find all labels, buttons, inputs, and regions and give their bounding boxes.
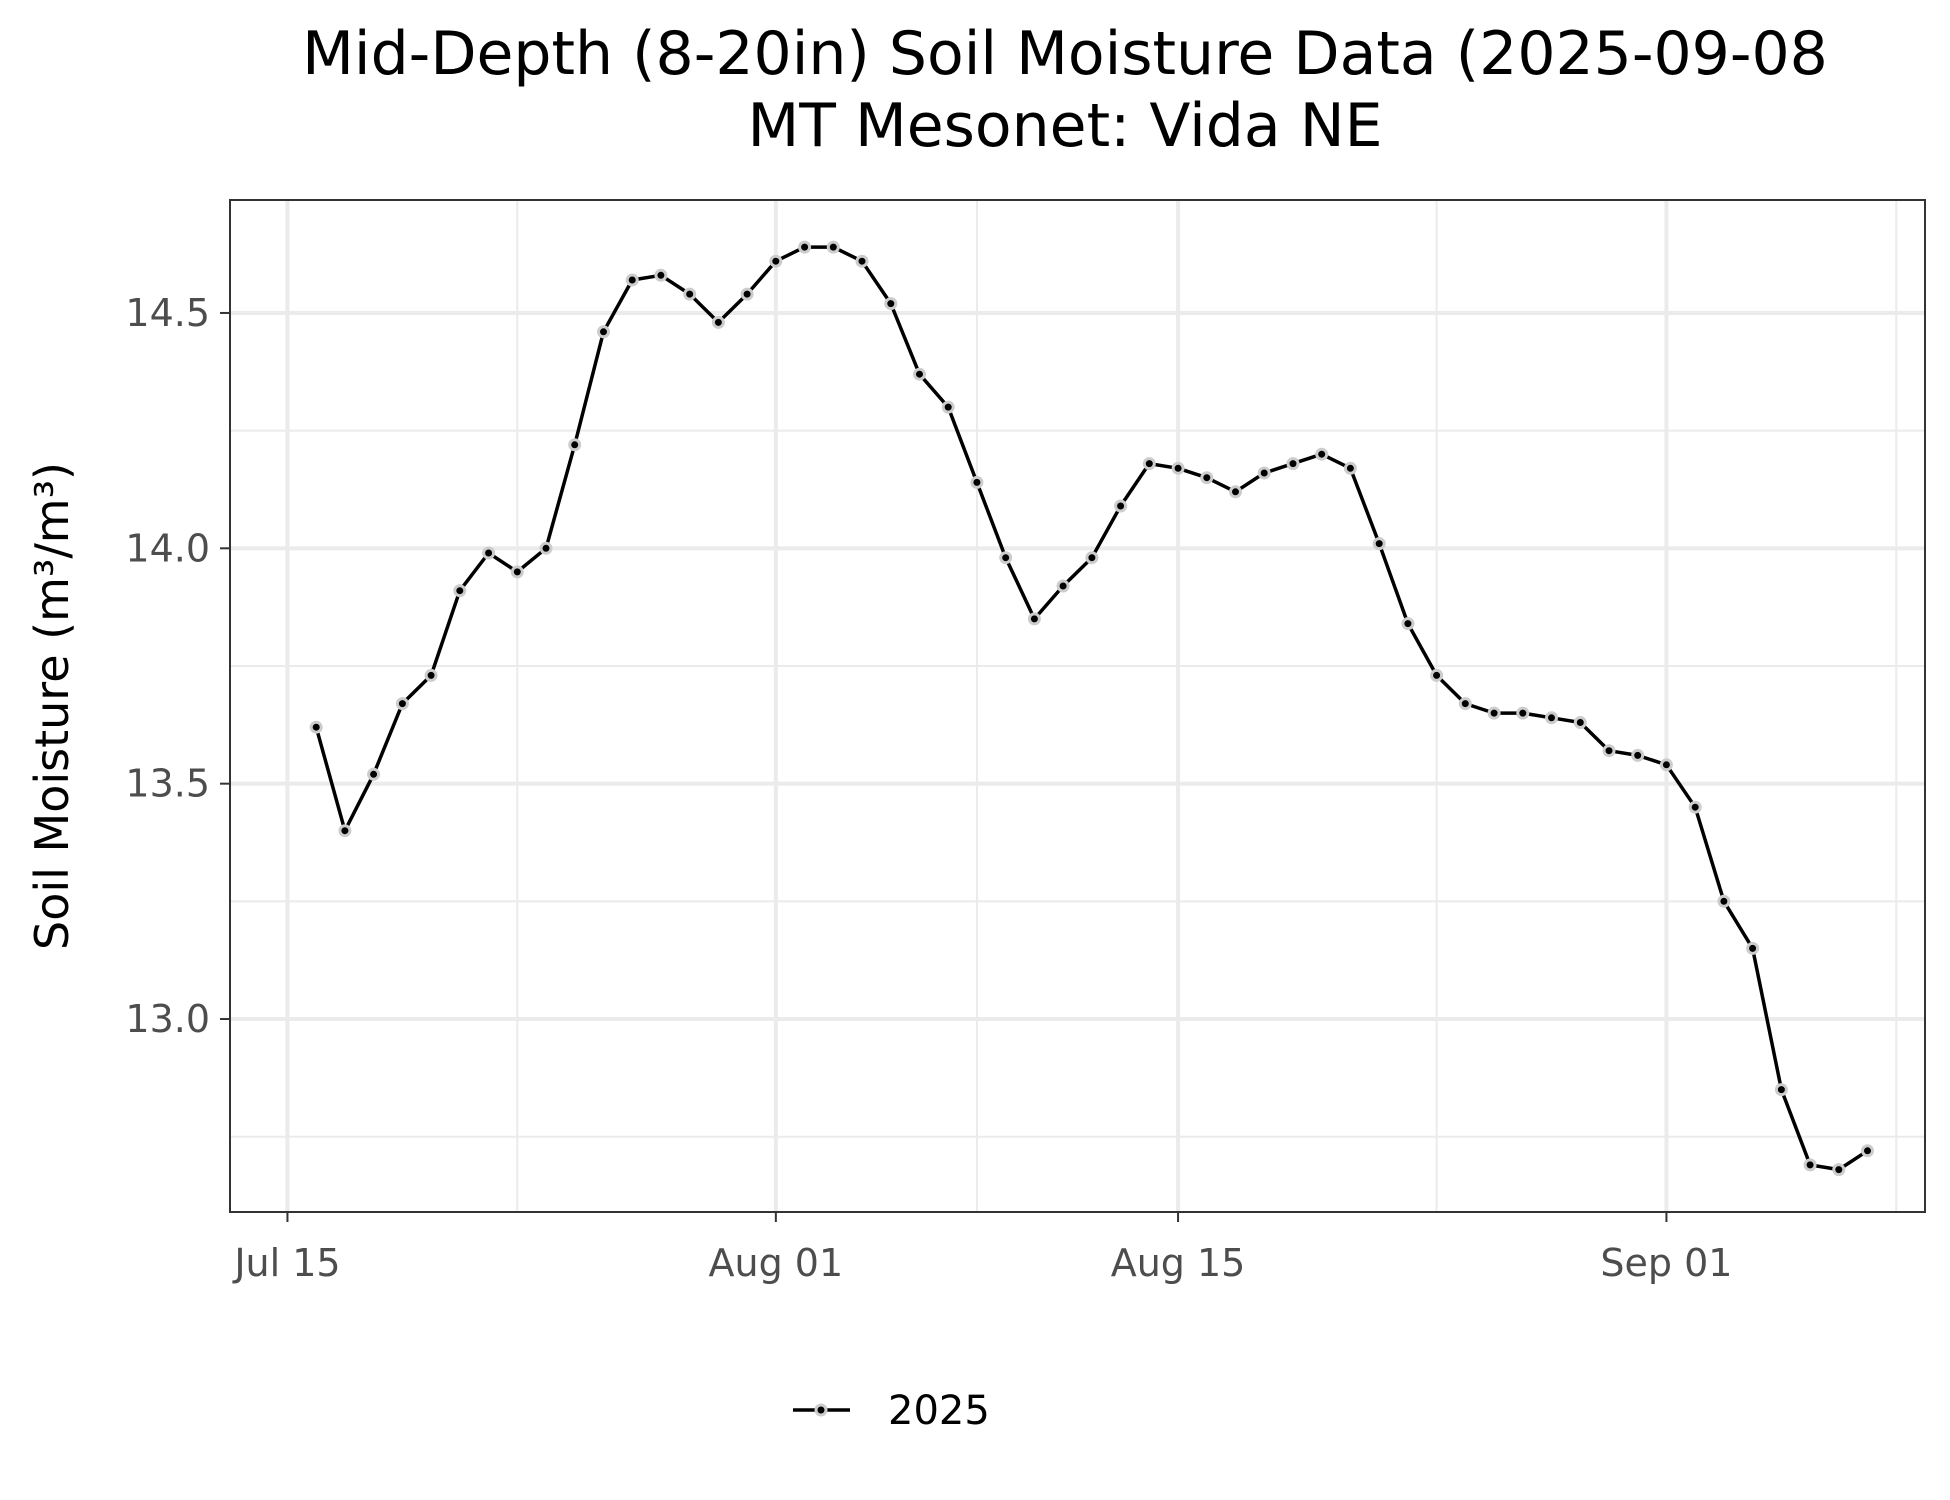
minor-gridlines [230, 200, 1925, 1212]
data-point [1832, 1163, 1846, 1177]
data-point [1257, 466, 1271, 480]
y-tick-label: 13.5 [125, 762, 210, 806]
data-point [769, 254, 783, 268]
x-tick-label: Aug 01 [709, 1241, 844, 1285]
data-point [1717, 894, 1731, 908]
data-point [1085, 551, 1099, 565]
data-point [1631, 748, 1645, 762]
data-point [1487, 706, 1501, 720]
data-point [395, 697, 409, 711]
data-point [1746, 941, 1760, 955]
data-point [1142, 457, 1156, 471]
data-point [1056, 579, 1070, 593]
chart-title-block: Mid-Depth (8-20in) Soil Moisture Data (2… [0, 18, 1950, 162]
data-point [1803, 1158, 1817, 1172]
y-tick-label: 14.0 [125, 526, 210, 570]
data-point [855, 254, 869, 268]
data-point [683, 287, 697, 301]
y-tick-label: 13.0 [125, 997, 210, 1041]
data-point [453, 584, 467, 598]
data-point [1286, 457, 1300, 471]
data-point [309, 720, 323, 734]
data-point [1545, 711, 1558, 725]
data-point [1430, 668, 1444, 682]
data-point [798, 240, 812, 254]
data-point [740, 287, 754, 301]
data-point [884, 297, 898, 311]
data-point [1458, 697, 1472, 711]
x-tick-label: Aug 15 [1111, 1241, 1246, 1285]
data-point [941, 400, 955, 414]
legend: 2025 [793, 1388, 990, 1434]
data-point [1229, 485, 1242, 499]
y-tick-label: 14.5 [125, 291, 210, 335]
y-axis-title: Soil Moisture (m³/m³) [25, 462, 79, 950]
x-tick-label: Jul 15 [232, 1241, 340, 1285]
data-point [1659, 758, 1673, 772]
x-axis-tick-labels: Jul 15 Aug 01 Aug 15 Sep 01 [232, 1241, 1732, 1285]
data-point [654, 268, 668, 282]
data-point [1315, 447, 1329, 461]
series-layer [309, 240, 1874, 1177]
axis-ticks [220, 311, 1668, 1222]
data-point [1573, 716, 1587, 729]
panel-background [230, 200, 1925, 1212]
x-tick-label: Sep 01 [1600, 1241, 1732, 1285]
data-point [1200, 471, 1214, 485]
data-point [1688, 800, 1702, 814]
chart-title: Mid-Depth (8-20in) Soil Moisture Data (2… [302, 19, 1828, 89]
data-point [826, 240, 840, 254]
data-point [1027, 612, 1041, 626]
data-point [711, 315, 725, 329]
data-point [999, 551, 1013, 565]
major-gridlines [230, 200, 1925, 1212]
data-point [1171, 461, 1185, 475]
data-point [338, 824, 352, 838]
data-point [625, 273, 639, 287]
data-point [597, 325, 610, 339]
data-point [1774, 1083, 1788, 1097]
data-point [913, 367, 926, 381]
data-point [1372, 537, 1386, 551]
data-point [367, 767, 381, 781]
data-point [482, 546, 496, 560]
legend-label: 2025 [888, 1388, 990, 1434]
panel-border [229, 199, 1926, 1213]
data-point [1343, 461, 1357, 475]
data-point [1602, 744, 1616, 758]
data-point [1401, 617, 1415, 631]
data-point [424, 668, 438, 682]
data-point [510, 565, 524, 579]
data-point [1516, 706, 1530, 720]
data-point [539, 541, 553, 555]
legend-key-point [814, 1403, 828, 1417]
data-point [1114, 499, 1128, 513]
data-point [1861, 1144, 1874, 1158]
data-point [568, 438, 582, 452]
y-axis-tick-labels: 13.0 13.5 14.0 14.5 [125, 291, 210, 1041]
chart-subtitle: MT Mesonet: Vida NE [747, 91, 1383, 161]
data-point [970, 475, 984, 489]
